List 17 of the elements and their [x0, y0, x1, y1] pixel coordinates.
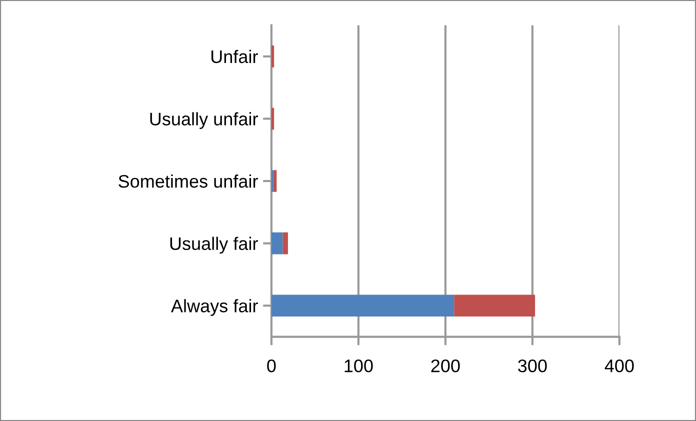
bar [271, 46, 274, 68]
y-tick-label: Always fair [170, 299, 258, 316]
bar [454, 294, 536, 317]
x-tick-label: 0 [267, 360, 276, 372]
y-tick-label: Sometimes unfair [118, 174, 258, 188]
bar [273, 170, 277, 192]
bar [271, 294, 454, 317]
bar [271, 232, 283, 254]
bar [271, 108, 274, 130]
x-tick-label: 300 [518, 360, 547, 372]
y-tick-label: Unfair [211, 50, 258, 64]
x-tick-label: 100 [344, 360, 373, 372]
x-tick-label: 400 [604, 360, 634, 372]
y-tick-label: Usually unfair [150, 112, 258, 130]
x-tick-label: 200 [431, 360, 460, 372]
y-tick-label: Usually fair [170, 236, 258, 254]
bar [282, 232, 288, 254]
